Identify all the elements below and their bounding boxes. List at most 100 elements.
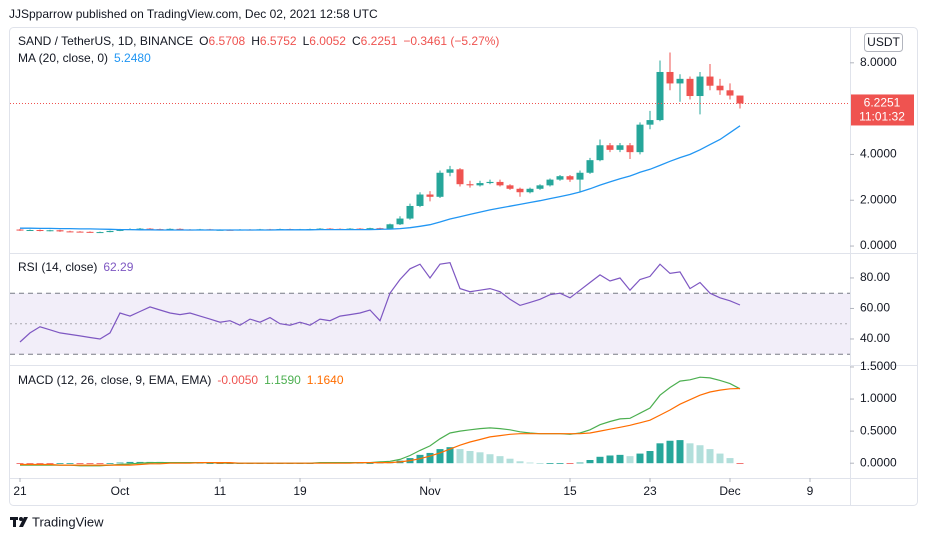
histogram-bar xyxy=(716,453,724,464)
histogram-bar xyxy=(706,449,714,464)
candle-body xyxy=(636,124,644,153)
candle-body xyxy=(56,230,64,232)
histogram-bar xyxy=(106,463,114,465)
last-price-label: 6.2251 xyxy=(864,96,901,110)
candle-body xyxy=(416,194,424,206)
candle-body xyxy=(646,120,654,125)
legend-text: 1.1640 xyxy=(307,373,344,387)
histogram-bar xyxy=(136,461,144,464)
currency[interactable]: USDT xyxy=(867,35,900,49)
x-tick-label: Dec xyxy=(719,484,740,498)
histogram-bar xyxy=(16,463,24,465)
candle-body xyxy=(146,228,154,230)
histogram-bar xyxy=(736,463,744,465)
x-tick-label: 23 xyxy=(643,484,657,498)
legend-text: L xyxy=(303,34,310,48)
candle-body xyxy=(396,218,404,225)
candle-body xyxy=(706,76,714,86)
histogram-bar xyxy=(506,458,514,464)
candle-body xyxy=(76,231,84,233)
histogram-bar xyxy=(526,462,534,464)
histogram-bar xyxy=(576,462,584,464)
histogram-bar xyxy=(76,463,84,465)
histogram-bar xyxy=(66,463,74,465)
candle-body xyxy=(536,185,544,189)
histogram-bar xyxy=(206,463,214,465)
histogram-bar xyxy=(656,443,664,464)
candle-body xyxy=(86,231,94,233)
candle-body xyxy=(66,231,74,233)
candle-body xyxy=(456,169,464,185)
y-tick-label: 40.00 xyxy=(860,331,890,345)
candle-body xyxy=(526,188,534,193)
legend-text: -0.0050 xyxy=(217,373,258,387)
candle-body xyxy=(566,176,574,180)
x-tick-label: 21 xyxy=(13,484,27,498)
x-tick-label: 19 xyxy=(293,484,307,498)
candle-body xyxy=(506,185,514,189)
header: JJSpparrow published on TradingView.com,… xyxy=(9,7,378,21)
candle-body xyxy=(446,169,454,173)
histogram-bar xyxy=(486,454,494,464)
histogram-bar xyxy=(516,461,524,464)
candle-body xyxy=(436,172,444,197)
candle-body xyxy=(586,160,594,173)
candle-body xyxy=(656,71,664,121)
histogram-bar xyxy=(676,440,684,464)
legend-text: −0.3461 (−5.27%) xyxy=(403,34,499,48)
candle-body xyxy=(36,230,44,232)
candle-body xyxy=(26,230,34,232)
legend-text: 1.1590 xyxy=(264,373,301,387)
x-tick-label: 9 xyxy=(807,484,814,498)
candle-body xyxy=(516,188,524,193)
legend-text: 6.5752 xyxy=(260,34,297,48)
histogram-bar xyxy=(436,449,444,464)
legend-text: MA (20, close, 0) xyxy=(18,51,108,65)
histogram-bar xyxy=(56,463,64,465)
footer: TradingView xyxy=(32,514,104,529)
candle-body xyxy=(496,181,504,186)
candle-body xyxy=(686,78,694,97)
histogram-bar xyxy=(586,459,594,464)
candle-body xyxy=(556,176,564,180)
histogram-bar xyxy=(636,453,644,464)
histogram-bar xyxy=(36,463,44,465)
histogram-bar xyxy=(366,463,374,465)
legend-text: 6.0052 xyxy=(309,34,346,48)
candle-body xyxy=(46,230,54,232)
currency-button[interactable] xyxy=(864,33,903,52)
histogram-bar xyxy=(556,463,564,465)
legend: SAND / TetherUS, 1D, BINANCE O6.5708 H6.57… xyxy=(18,34,499,48)
macd-line xyxy=(20,376,741,467)
y-tick-label: 0.5000 xyxy=(860,423,897,437)
histogram-bar xyxy=(666,440,674,464)
x-tick-label: Nov xyxy=(419,484,440,498)
rsi-line xyxy=(19,262,741,343)
histogram-bar xyxy=(606,455,614,464)
legend-text: MACD (12, 26, close, 9, EMA, EMA) xyxy=(18,373,211,387)
histogram-bar xyxy=(696,445,704,464)
histogram-bar xyxy=(536,463,544,465)
histogram-bar xyxy=(196,463,204,465)
candle-body xyxy=(136,228,144,230)
histogram-bar xyxy=(26,463,34,465)
x-tick-label: 15 xyxy=(563,484,577,498)
legend-text: O xyxy=(199,34,208,48)
ma-line xyxy=(20,125,741,231)
histogram-bar xyxy=(646,451,654,464)
signal-line xyxy=(20,387,741,466)
histogram-bar xyxy=(96,463,104,465)
histogram-bar xyxy=(596,456,604,464)
frame xyxy=(9,27,918,506)
histogram-bar xyxy=(476,452,484,464)
histogram-bar xyxy=(86,463,94,465)
legend-text: 6.5708 xyxy=(209,34,246,48)
x-tick-label: Oct xyxy=(111,484,130,498)
candle-body xyxy=(546,179,554,186)
histogram-bar xyxy=(46,463,54,465)
candle-body xyxy=(726,90,734,96)
candle-body xyxy=(16,229,24,231)
y-tick-label: 1.0000 xyxy=(860,391,897,405)
